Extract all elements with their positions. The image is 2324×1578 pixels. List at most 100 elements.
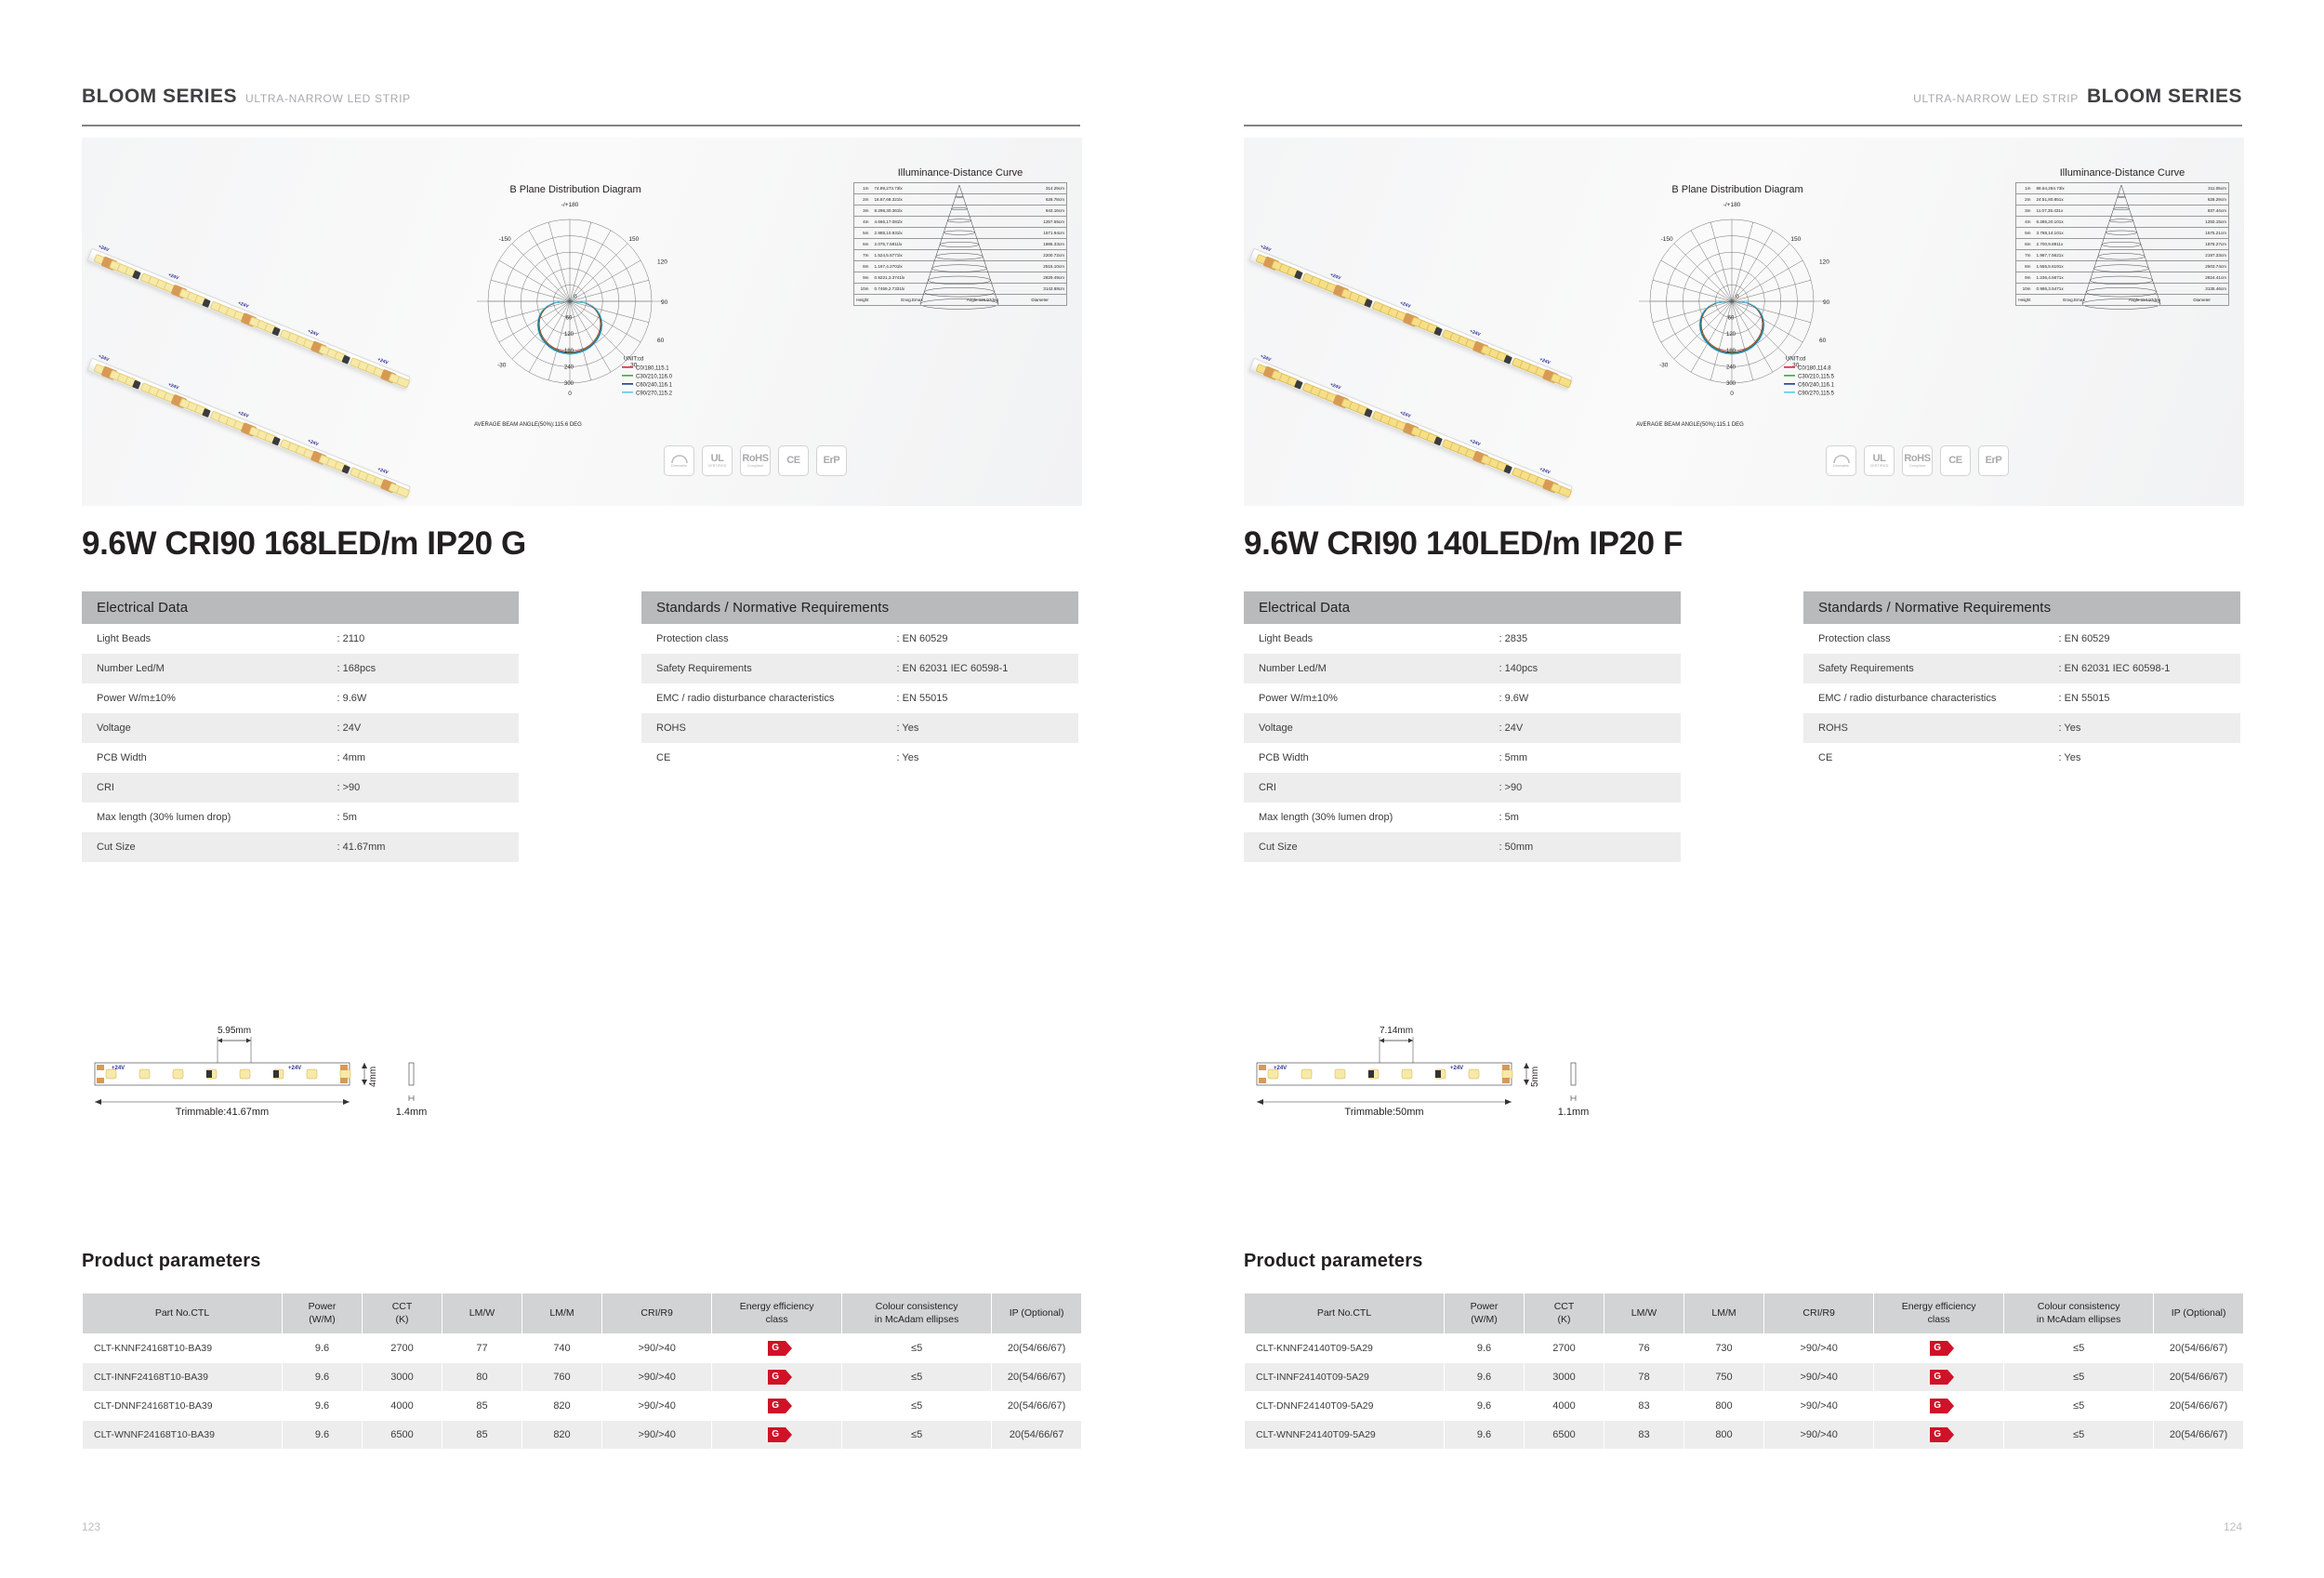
spec-value: : 140pcs	[1484, 654, 1681, 683]
svg-text:0: 0	[568, 391, 572, 397]
spec-key: Voltage	[1244, 713, 1485, 743]
terminal-label: +24V	[97, 244, 110, 254]
cell-power: 9.6	[1444, 1362, 1525, 1392]
spec-key: ROHS	[641, 713, 882, 743]
spec-key: Number Led/M	[1244, 654, 1485, 683]
svg-text:-30: -30	[1659, 362, 1669, 368]
spec-value: : EN 62031 IEC 60598-1	[2043, 654, 2240, 683]
spec-value: : >90	[322, 773, 519, 802]
energy-class-badge: G	[1930, 1399, 1955, 1413]
cell-mcadam: ≤5	[2002, 1420, 2155, 1450]
svg-text:Trimmable:50mm: Trimmable:50mm	[1344, 1107, 1423, 1118]
svg-text:90: 90	[661, 299, 668, 306]
electrical-data: Electrical Data Light Beads: 2835 Number L…	[1244, 591, 1681, 862]
spec-key: ROHS	[1803, 713, 2044, 743]
illuminance-row: 5m 2.988,10.931lx 1571.94cm	[853, 227, 1067, 239]
rohs-icon-sub: Compliant	[746, 463, 764, 468]
illuminance-diameter: 3143.88cm	[1012, 283, 1067, 295]
cell-ip: 20(54/66/67)	[2153, 1333, 2244, 1363]
illuminance-value: 1.524,5.5771lx	[871, 249, 953, 261]
spec-key: Number Led/M	[82, 654, 323, 683]
column-header-6: Energy efficiency class	[711, 1293, 842, 1334]
illuminance-diameter: 2829.49cm	[1012, 272, 1067, 284]
illuminance-row: 5m 3.788,14.101x 1575.21cm	[2015, 227, 2229, 239]
terminal-label: +24V	[166, 381, 180, 391]
illuminance-title: Illuminance-Distance Curve	[2059, 167, 2185, 179]
led-chip	[395, 376, 411, 389]
illuminance-height: 2m	[2015, 193, 2034, 206]
svg-text:C0/180,115.1: C0/180,115.1	[636, 365, 669, 371]
energy-class-badge: G	[768, 1399, 793, 1413]
illuminance-diameter: 1575.21cm	[2174, 227, 2229, 239]
illuminance-footer-envg: Envg.Emax	[2033, 294, 2115, 306]
column-header-1: Power (W/M)	[1444, 1293, 1525, 1334]
illuminance-footer-height: Height	[853, 294, 872, 306]
spec-key: Safety Requirements	[1803, 654, 2044, 683]
illuminance-footer-row: Height Envg.Emax Angle:114.97deg Diameter	[2015, 294, 2229, 306]
illuminance-table: 1m 88.64,284.73lx 311.05cm 2m 24.51,80.851x 6…	[2015, 182, 2229, 306]
illuminance-diameter: 1571.94cm	[1012, 227, 1067, 239]
table-row: CLT-INNF24140T09-5A29 9.6 3000 78 750 >90/>40…	[1244, 1362, 2244, 1392]
svg-text:240: 240	[1726, 365, 1736, 370]
svg-text:150: 150	[628, 236, 639, 243]
spec-key: Cut Size	[82, 832, 323, 862]
illuminance-height: 10m	[853, 283, 872, 295]
standards-requirements: Standards / Normative Requirements Protec…	[641, 591, 1078, 773]
terminal-label: +24V	[1469, 328, 1482, 338]
header-rule	[1244, 125, 2242, 126]
column-header-1: Power (W/M)	[282, 1293, 363, 1334]
illuminance-table: 1m 74.89,273.73lx 314.29cm 2m 18.87,68.321lx…	[853, 182, 1067, 306]
svg-text:C30/210,116.0: C30/210,116.0	[636, 374, 673, 379]
svg-text:1.4mm: 1.4mm	[396, 1107, 428, 1118]
dimension-drawing: +24V +24V 5.95mm Trimmable:41.67mm 4mm 1.4mm	[94, 1026, 428, 1118]
led-strip-photo: +24V +24V +24V +24V +24V	[1248, 244, 1573, 391]
table-row: CLT-WNNF24168T10-BA39 9.6 6500 85 820 >90/>40…	[82, 1420, 1082, 1450]
spec-row: Protection class: EN 60529	[1803, 624, 2240, 654]
illuminance-height: 9m	[853, 272, 872, 284]
cell-lmm: 750	[1684, 1362, 1764, 1392]
spec-row: CRI: >90	[82, 773, 519, 802]
cell-cri-r9: >90/>40	[1763, 1391, 1875, 1421]
spec-key: PCB Width	[82, 743, 323, 773]
terminal-label: +24V	[1469, 438, 1482, 448]
electrical-data-table: Light Beads: 2835 Number Led/M: 140pcs Pow…	[1244, 624, 1681, 862]
ce-icon-text: CE	[1948, 455, 1962, 466]
svg-text:90: 90	[1823, 299, 1830, 306]
illuminance-height: 10m	[2015, 283, 2034, 295]
header-brand: BLOOM SERIES	[82, 86, 238, 107]
illuminance-value: 2.700,9.8911x	[2033, 238, 2115, 250]
svg-text:C60/240,116.1: C60/240,116.1	[636, 382, 673, 388]
illuminance-cone-cell	[2114, 283, 2175, 295]
cell-lmm: 760	[522, 1362, 602, 1392]
illuminance-value: 0.986,3.5471x	[2033, 283, 2115, 295]
illuminance-value: 74.89,273.73lx	[871, 182, 953, 194]
header-subtitle: ULTRA-NARROW LED STRIP	[245, 92, 411, 105]
terminal-label: +24V	[307, 328, 320, 338]
table-row: CLT-DNNF24140T09-5A29 9.6 4000 83 800 >90/>40…	[1244, 1391, 2244, 1421]
page-number: 124	[2223, 1520, 2242, 1533]
led-chip	[1557, 485, 1573, 498]
terminal-label: +24V	[376, 356, 390, 366]
cell-part-number: CLT-KNNF24140T09-5A29	[1244, 1333, 1445, 1363]
illuminance-diameter: 1878.27cm	[2174, 238, 2229, 250]
illuminance-cone-cell	[2114, 216, 2175, 228]
spec-row: ROHS: Yes	[1803, 713, 2240, 743]
illuminance-row: 3m 8.298,30.361lx 943.16cm	[853, 205, 1067, 217]
spec-row: Voltage: 24V	[82, 713, 519, 743]
cell-lmm: 800	[1684, 1391, 1764, 1421]
cell-lmw: 83	[1604, 1391, 1684, 1421]
illuminance-value: 88.64,284.73lx	[2033, 182, 2115, 194]
svg-text:150: 150	[1790, 236, 1801, 243]
spec-row: CE: Yes	[641, 743, 1078, 773]
cell-power: 9.6	[1444, 1333, 1525, 1363]
illuminance-diameter: 2515.10cm	[1012, 260, 1067, 272]
spec-value: : EN 60529	[881, 624, 1078, 654]
svg-text:60: 60	[1728, 316, 1735, 322]
column-header-4: LM/M	[522, 1293, 602, 1334]
cell-part-number: CLT-DNNF24140T09-5A29	[1244, 1391, 1445, 1421]
illuminance-cone-cell	[952, 227, 1013, 239]
cell-part-number: CLT-WNNF24140T09-5A29	[1244, 1420, 1445, 1450]
cell-lmw: 85	[442, 1420, 522, 1450]
cell-lmw: 76	[1604, 1333, 1684, 1363]
